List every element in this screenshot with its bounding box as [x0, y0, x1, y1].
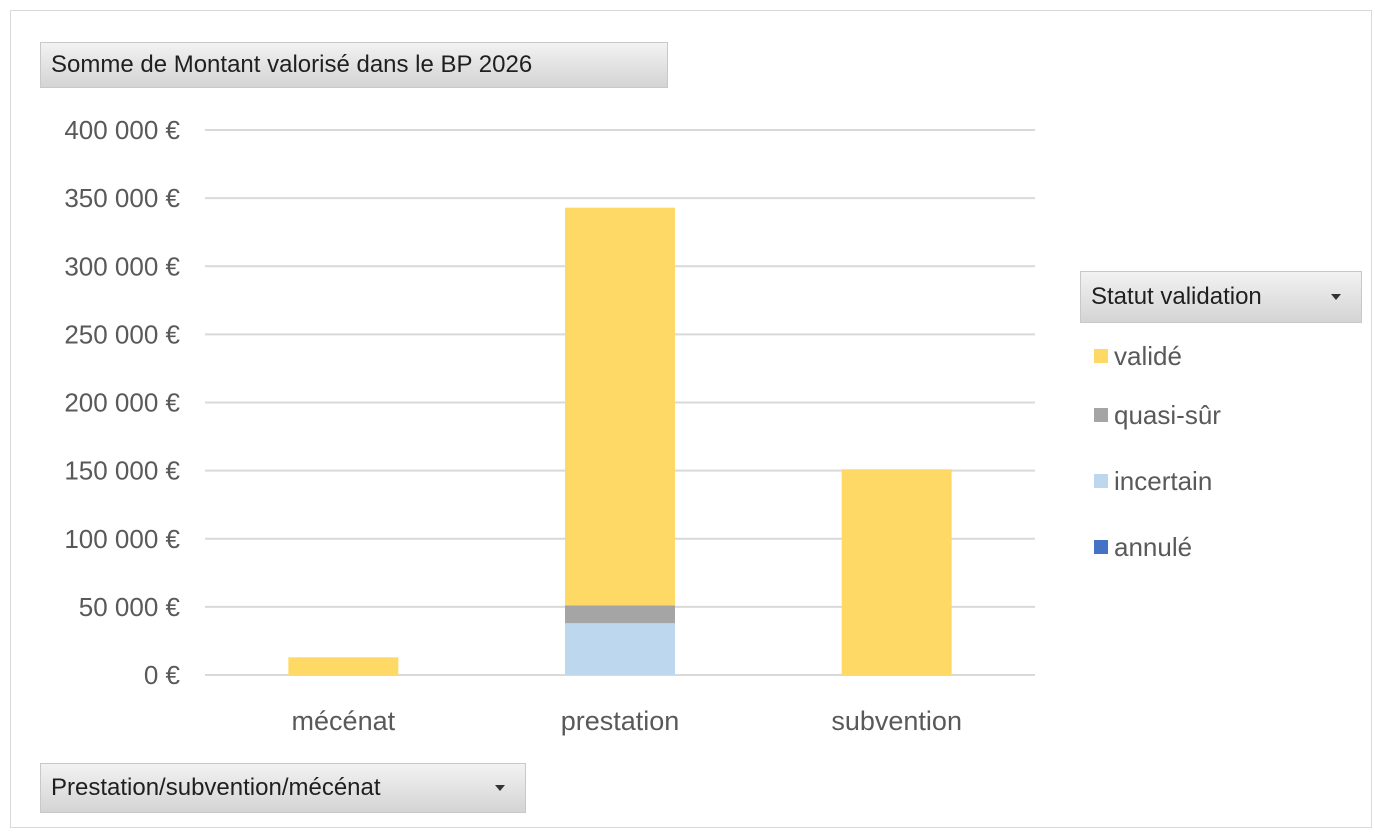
y-tick-label: 0 €	[144, 660, 181, 690]
legend-swatch	[1094, 349, 1108, 363]
legend-item: validé	[1094, 330, 1221, 382]
legend-label: validé	[1114, 340, 1182, 371]
chevron-down-icon[interactable]	[495, 785, 505, 791]
x-tick-label: mécénat	[292, 706, 396, 736]
y-tick-label: 150 000 €	[64, 456, 180, 486]
y-tick-label: 50 000 €	[79, 592, 181, 622]
y-tick-label: 400 000 €	[64, 115, 180, 145]
bar-segment	[565, 207, 675, 606]
bar-segment	[565, 623, 675, 675]
legend-field-button[interactable]: Statut validation	[1080, 271, 1362, 323]
y-tick-label: 200 000 €	[64, 388, 180, 418]
axis-field-button[interactable]: Prestation/subvention/mécénat	[40, 763, 526, 813]
legend-swatch	[1094, 540, 1108, 554]
legend: validé quasi-sûr incertain annulé	[1094, 330, 1221, 580]
legend-swatch	[1094, 474, 1108, 488]
legend-swatch	[1094, 408, 1108, 422]
x-tick-label: prestation	[561, 706, 680, 736]
x-tick-label: subvention	[831, 706, 962, 736]
legend-label: annulé	[1114, 531, 1193, 562]
legend-item: annulé	[1094, 514, 1221, 580]
legend-label: incertain	[1114, 465, 1213, 496]
axis-field-label: Prestation/subvention/mécénat	[51, 774, 381, 801]
chart-frame	[10, 10, 1372, 828]
legend-item: quasi-sûr	[1094, 382, 1221, 448]
y-tick-label: 250 000 €	[64, 319, 180, 349]
bar-segment	[288, 657, 399, 675]
bar-segment	[841, 469, 952, 675]
chevron-down-icon[interactable]	[1331, 294, 1341, 300]
bar-segment	[565, 605, 675, 624]
y-tick-label: 100 000 €	[64, 524, 180, 554]
legend-label: quasi-sûr	[1114, 399, 1221, 430]
legend-field-label: Statut validation	[1091, 283, 1262, 310]
y-tick-label: 350 000 €	[64, 183, 180, 213]
legend-item: incertain	[1094, 448, 1221, 514]
values-field-button[interactable]: Somme de Montant valorisé dans le BP 202…	[40, 42, 668, 88]
values-field-label: Somme de Montant valorisé dans le BP 202…	[51, 51, 533, 78]
y-tick-label: 300 000 €	[64, 251, 180, 281]
